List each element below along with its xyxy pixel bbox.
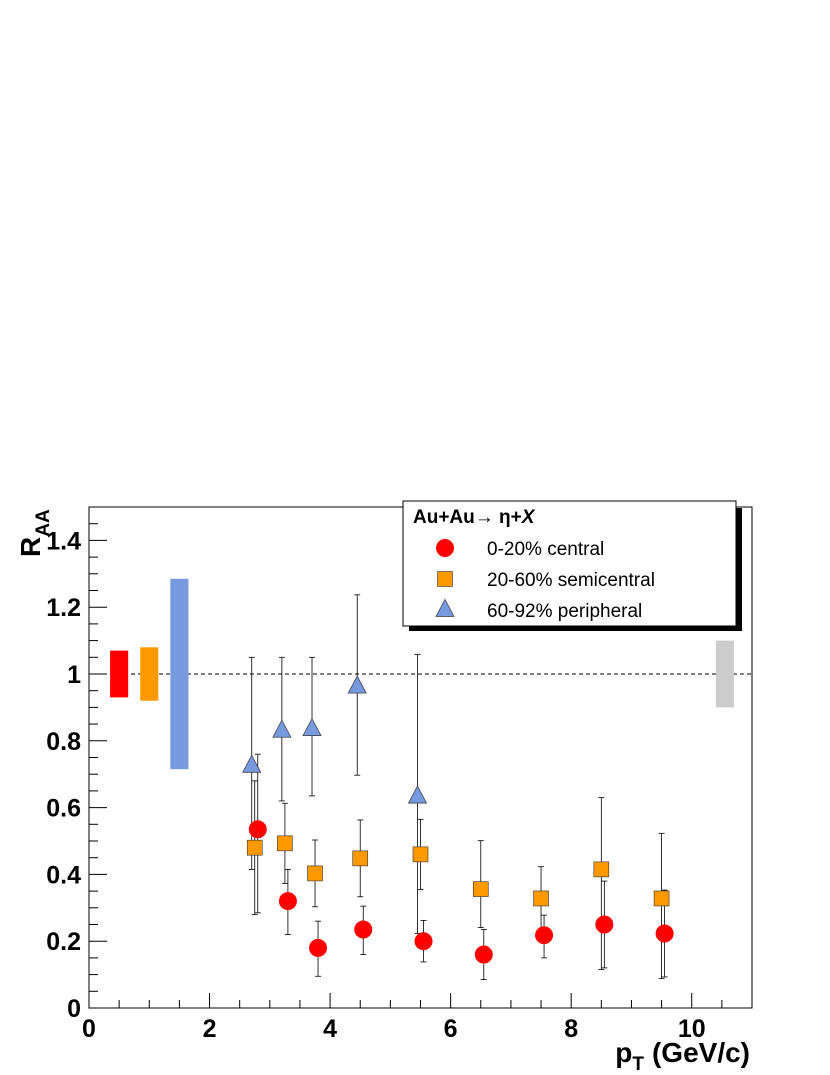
data-point-square	[246, 839, 263, 856]
y-tick-label: 1.4	[46, 527, 81, 555]
data-point-square	[277, 835, 293, 852]
y-axis-title-main: R	[15, 537, 46, 557]
x-tick-label: 8	[564, 1015, 578, 1043]
data-point-square	[352, 850, 369, 867]
data-point-square	[653, 890, 670, 907]
normalization-boxes	[110, 578, 734, 770]
data-point-circle	[414, 932, 433, 951]
data-point-square	[472, 881, 489, 897]
y-tick-label: 0.8	[46, 728, 81, 756]
data-point-triangle	[407, 785, 428, 804]
x-axis-ticks: 0 2 4 6 8 10	[82, 993, 753, 1043]
y-axis-ticks: 0 0.2 0.4 0.6 0.8 1 1.2 1.4	[46, 506, 107, 1023]
y-axis-title-sub: AA	[33, 509, 54, 537]
data-point-triangle	[242, 754, 262, 773]
normalization-box-2	[170, 578, 189, 770]
legend-label-square: 20-60% semicentral	[487, 570, 655, 591]
legend-marker-triangle	[435, 598, 455, 617]
legend: Au+Au→ η+X 0-20% central 20-60% semicentr…	[402, 500, 742, 631]
data-point-circle	[595, 915, 614, 934]
data-point-circle	[474, 945, 493, 964]
y-tick-label: 0.4	[46, 861, 81, 889]
normalization-box-3	[715, 640, 734, 708]
y-tick-label: 1.2	[46, 594, 81, 622]
data-point-square	[412, 846, 429, 863]
data-point-triangle	[302, 717, 322, 736]
legend-title-particle: η+	[494, 507, 522, 528]
legend-label-triangle: 60-92% peripheral	[487, 601, 642, 622]
legend-title-prefix: Au+Au	[413, 507, 475, 528]
normalization-box-1	[140, 647, 159, 701]
legend-marker-square	[437, 571, 453, 587]
data-point-triangle	[347, 675, 367, 694]
legend-marker-circle	[436, 539, 454, 557]
data-point-circle	[278, 892, 297, 911]
legend-label-circle: 0-20% central	[487, 539, 604, 560]
legend-entries: 0-20% central 20-60% semicentral 60-92% pe…	[435, 539, 655, 622]
y-tick-label: 0.2	[46, 928, 81, 956]
x-axis-title-sub: T	[632, 1054, 644, 1075]
legend-title-x: X	[521, 507, 536, 528]
legend-title-arrow: →	[475, 507, 494, 528]
data-point-square	[307, 865, 323, 882]
normalization-box-0	[110, 650, 129, 698]
data-point-square	[533, 890, 549, 907]
data-point-circle	[354, 920, 373, 939]
svg-text:RAA: RAA	[15, 509, 54, 557]
svg-text:pT(GeV/c): pT (GeV/c)	[615, 1037, 750, 1075]
x-axis-title: pT (GeV/c)	[615, 1037, 750, 1075]
legend-title: Au+Au→ η+X	[413, 507, 536, 528]
y-tick-label: 0	[67, 995, 81, 1023]
x-tick-label: 4	[323, 1015, 337, 1043]
y-tick-label: 1	[67, 661, 81, 689]
x-tick-label: 10	[678, 1015, 706, 1043]
legend-box	[402, 500, 737, 627]
data-point-circle	[248, 820, 267, 839]
data-point-circle	[655, 924, 674, 943]
data-point-triangle	[272, 719, 292, 738]
x-axis-title-units: (GeV/c)	[652, 1037, 750, 1068]
x-axis-title-main: p	[615, 1037, 632, 1068]
data-point-square	[593, 861, 610, 878]
y-tick-label: 0.6	[46, 795, 81, 823]
y-axis-title: RAA	[15, 509, 54, 557]
data-point-circle	[535, 926, 554, 945]
x-tick-label: 2	[203, 1015, 217, 1043]
data-point-circle	[309, 938, 328, 957]
x-tick-label: 0	[82, 1015, 96, 1043]
x-tick-label: 6	[444, 1015, 458, 1043]
data-markers	[242, 675, 674, 964]
